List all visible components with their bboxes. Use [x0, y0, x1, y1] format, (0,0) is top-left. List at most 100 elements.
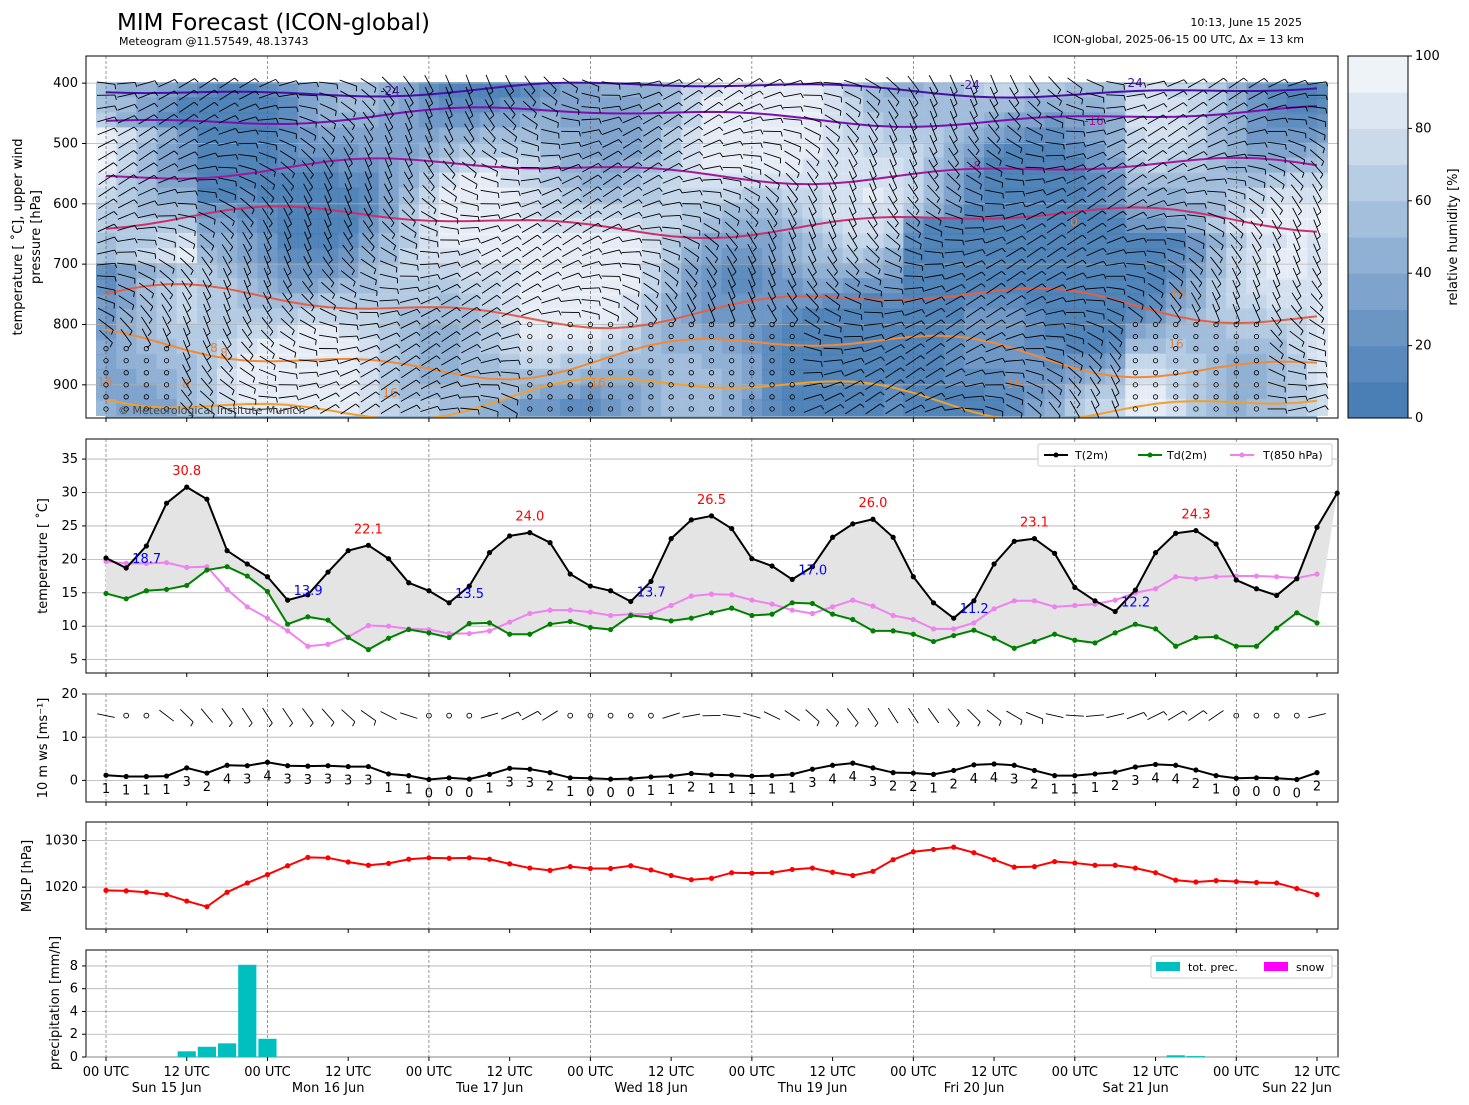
humidity-cell	[1044, 383, 1066, 401]
humidity-cell	[661, 278, 683, 296]
humidity-cell	[661, 293, 683, 311]
humidity-cell	[156, 368, 178, 386]
humidity-cell	[1307, 142, 1328, 160]
humidity-cell	[560, 353, 582, 371]
humidity-cell	[600, 398, 622, 416]
humidity-cell	[741, 97, 763, 115]
humidity-cell	[1206, 338, 1228, 356]
wind-barb-feather	[134, 225, 138, 230]
point-t2m	[890, 534, 896, 540]
humidity-cell	[499, 383, 521, 401]
humidity-cell	[136, 202, 158, 220]
humidity-cell	[1246, 157, 1268, 175]
humidity-cell	[277, 112, 299, 130]
humidity-cell	[1145, 187, 1167, 205]
humidity-cell	[782, 127, 804, 145]
point-t2m	[870, 516, 876, 522]
humidity-cell	[96, 323, 117, 341]
wind-barb-feather	[151, 293, 155, 299]
wind-barb-feather	[134, 212, 138, 217]
humidity-cell	[883, 97, 905, 115]
wind-barb-feather	[173, 102, 179, 107]
humidity-cell	[1246, 323, 1268, 341]
colorbar-band	[1348, 164, 1408, 202]
point-t850	[184, 564, 190, 570]
point-td2m	[1132, 621, 1138, 627]
wind-barb	[98, 186, 114, 198]
point-t2m	[1132, 587, 1138, 593]
wind-barb-feather	[476, 195, 479, 201]
point-t850	[729, 592, 735, 598]
point-td2m	[951, 632, 957, 639]
humidity-cell	[237, 172, 259, 190]
humidity-cell	[822, 278, 844, 296]
colorbar-band	[1348, 237, 1408, 274]
wind-barb-feather	[113, 150, 118, 155]
humidity-cell	[1246, 112, 1268, 130]
humidity-cell	[580, 278, 602, 296]
humidity-cell	[661, 398, 683, 416]
wind-barb	[157, 237, 176, 243]
humidity-cell	[1125, 172, 1147, 190]
wind-barb	[964, 227, 983, 229]
humidity-cell	[439, 142, 461, 160]
humidity-cell	[136, 82, 158, 100]
humidity-cell	[96, 368, 117, 386]
point-t850	[1072, 602, 1078, 609]
humidity-cell	[721, 112, 743, 130]
wind-barb	[157, 226, 176, 230]
humidity-cell	[903, 127, 925, 145]
wind-barb-feather	[174, 90, 179, 95]
humidity-cell	[1266, 338, 1288, 356]
humidity-cell	[600, 232, 622, 251]
isotherm-label: 8	[210, 341, 218, 355]
point-td2m	[688, 615, 694, 621]
humidity-cell	[156, 278, 178, 296]
humidity-cell	[398, 293, 420, 311]
humidity-cell	[802, 157, 824, 175]
wind-barb-feather	[134, 82, 138, 88]
humidity-cell	[217, 338, 239, 356]
colorbar-tick-label: 40	[1415, 266, 1432, 281]
point-td2m	[1031, 638, 1038, 645]
humidity-cell	[318, 202, 340, 220]
wind-barb	[118, 295, 135, 306]
humidity-cell	[96, 353, 117, 371]
humidity-cell	[1064, 97, 1086, 115]
humidity-cell	[1185, 263, 1207, 281]
humidity-cell	[1004, 127, 1026, 145]
humidity-cell	[862, 127, 884, 145]
humidity-cell	[318, 353, 340, 371]
point-t850	[708, 591, 715, 597]
humidity-cell	[600, 263, 622, 281]
humidity-cell	[1307, 278, 1328, 296]
humidity-cell	[883, 82, 905, 100]
wind-speed-point	[103, 772, 109, 778]
humidity-cell	[1286, 248, 1308, 266]
humidity-cell	[1105, 383, 1127, 401]
humidity-cell	[540, 127, 562, 145]
point-td2m	[830, 611, 836, 617]
humidity-cell	[721, 323, 743, 341]
humidity-cell	[136, 308, 158, 326]
wind-barb	[120, 328, 132, 345]
wind-barb-feather	[173, 150, 179, 155]
humidity-cell	[418, 232, 440, 251]
humidity-cell	[1246, 172, 1268, 190]
humidity-cell	[883, 278, 905, 296]
humidity-cell	[257, 323, 279, 341]
point-t2m	[930, 600, 937, 606]
wind-barb-feather	[153, 162, 158, 167]
wind-barb-feather	[153, 138, 158, 142]
humidity-cell	[136, 172, 158, 190]
wind-barb	[137, 249, 156, 255]
humidity-cell	[1004, 142, 1026, 160]
humidity-cell	[439, 157, 461, 175]
humidity-cell	[338, 383, 360, 401]
humidity-cell	[984, 323, 1006, 341]
humidity-cell	[1044, 127, 1066, 145]
humidity-cell	[156, 172, 178, 190]
humidity-cell	[1024, 127, 1046, 145]
humidity-cell	[479, 323, 501, 341]
humidity-cell	[277, 368, 299, 386]
